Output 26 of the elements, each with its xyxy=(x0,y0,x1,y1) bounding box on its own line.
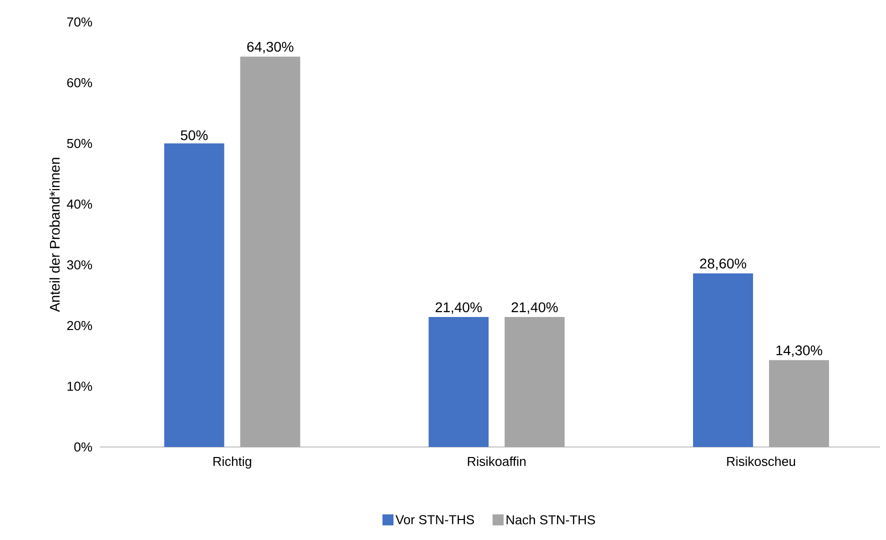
y-tick-label: 60% xyxy=(67,78,92,88)
legend-label: Vor STN-THS xyxy=(396,515,474,524)
data-label: 64,30% xyxy=(247,42,294,54)
bar xyxy=(164,143,224,447)
bar xyxy=(504,317,565,447)
y-tick-label: 10% xyxy=(68,382,92,391)
data-label: 21,40% xyxy=(512,302,558,314)
data-label: 21,40% xyxy=(436,302,482,314)
y-tick-label: 50% xyxy=(67,138,92,148)
data-label: 28,60% xyxy=(700,258,746,270)
bar xyxy=(693,273,754,447)
x-tick-label: Risikoaffin xyxy=(468,456,526,466)
y-tick-label: 20% xyxy=(67,320,92,330)
data-label: 50% xyxy=(180,130,208,140)
x-tick-label: Risikoscheu xyxy=(727,456,796,466)
y-axis-title: Anteil der Proband*innen xyxy=(49,158,60,312)
y-tick-label: 30% xyxy=(67,260,92,270)
y-tick-label: 0% xyxy=(74,442,92,452)
x-tick-label: Richtig xyxy=(213,456,252,469)
bar xyxy=(428,317,489,447)
y-tick-label: 40% xyxy=(66,200,92,209)
data-label: 14,30% xyxy=(776,345,822,357)
bar xyxy=(240,56,300,447)
bar xyxy=(769,360,830,447)
y-tick-label: 70% xyxy=(67,17,92,27)
legend-label: Nach STN-THS xyxy=(506,514,595,524)
